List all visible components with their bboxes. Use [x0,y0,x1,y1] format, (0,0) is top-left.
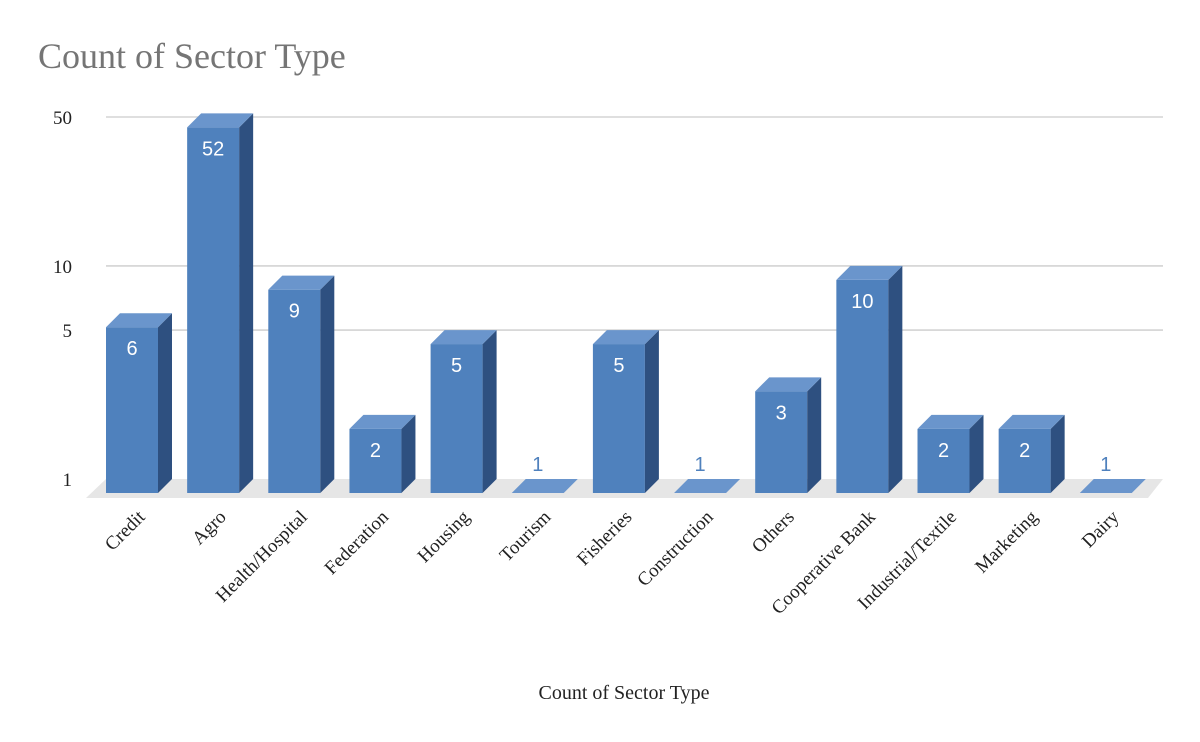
bar [755,377,822,493]
bar-top [268,275,335,290]
bar [998,414,1065,493]
x-tick-label: Fisheries [573,507,636,570]
x-tick-label: Construction [633,506,718,591]
bar-side [482,330,497,493]
bar-side [807,377,822,493]
x-tick-label: Dairy [1078,506,1124,552]
bar-value-label: 2 [938,440,949,462]
bar-top [511,479,578,493]
bar-top [755,377,822,392]
bar-value-label: 2 [1019,440,1030,462]
bar-front [592,344,645,493]
chart-title: Count of Sector Type [38,36,346,76]
bar [1079,479,1146,493]
bar [106,313,172,493]
bar-top [187,113,254,128]
bar-value-label: 1 [532,454,543,476]
x-tick-label: Marketing [971,506,1042,577]
bar-side [320,275,335,493]
bar-top [917,414,984,429]
bar-front [349,428,402,493]
x-tick-label: Tourism [496,507,556,567]
bar-top [998,414,1065,429]
bar-top [836,265,903,280]
x-tick-label: Housing [414,506,475,567]
y-tick-label: 10 [53,257,72,278]
bar [268,275,335,493]
bar-top [349,414,416,429]
bar-value-label: 6 [126,338,137,360]
bar-value-label: 52 [202,138,224,160]
bar-side [158,313,172,493]
bar-top [674,479,741,493]
bar-value-label: 5 [451,355,462,377]
y-tick-label: 5 [63,321,73,342]
y-tick-label: 1 [63,470,73,491]
bar [187,113,254,494]
y-tick-label: 50 [53,108,72,129]
bar-front [755,391,808,493]
x-tick-label: Credit [101,506,150,555]
bar [592,330,659,493]
bar-front [106,327,158,493]
bar-side [239,113,254,494]
bar-front [917,428,970,493]
bar-value-label: 1 [694,454,705,476]
x-tick-label: Agro [188,507,230,549]
bar-value-label: 3 [776,402,787,424]
x-tick-label: Federation [321,506,394,579]
x-axis-title: Count of Sector Type [539,682,710,704]
bar-value-label: 9 [289,301,300,323]
bar [511,479,578,493]
bar [836,265,903,493]
bar-side [888,265,903,493]
bar-front [430,344,483,493]
bar-value-label: 2 [370,440,381,462]
bar-top [106,313,172,328]
bar-side [644,330,659,493]
bar-value-label: 10 [851,291,873,313]
bar [430,330,497,493]
bar-value-label: 1 [1100,454,1111,476]
bar-top [1079,479,1146,493]
bar-front [187,127,240,494]
bar-front [836,279,889,493]
bar [917,414,984,493]
bar-front [268,289,321,493]
bar [349,414,416,493]
bar-front [998,428,1051,493]
bar-side [969,414,984,493]
bar-value-label: 5 [613,355,624,377]
bar-top [430,330,497,345]
bar-top [592,330,659,345]
x-tick-label: Others [748,507,799,558]
bar-side [1050,414,1065,493]
bar-side [401,414,416,493]
bar [674,479,741,493]
